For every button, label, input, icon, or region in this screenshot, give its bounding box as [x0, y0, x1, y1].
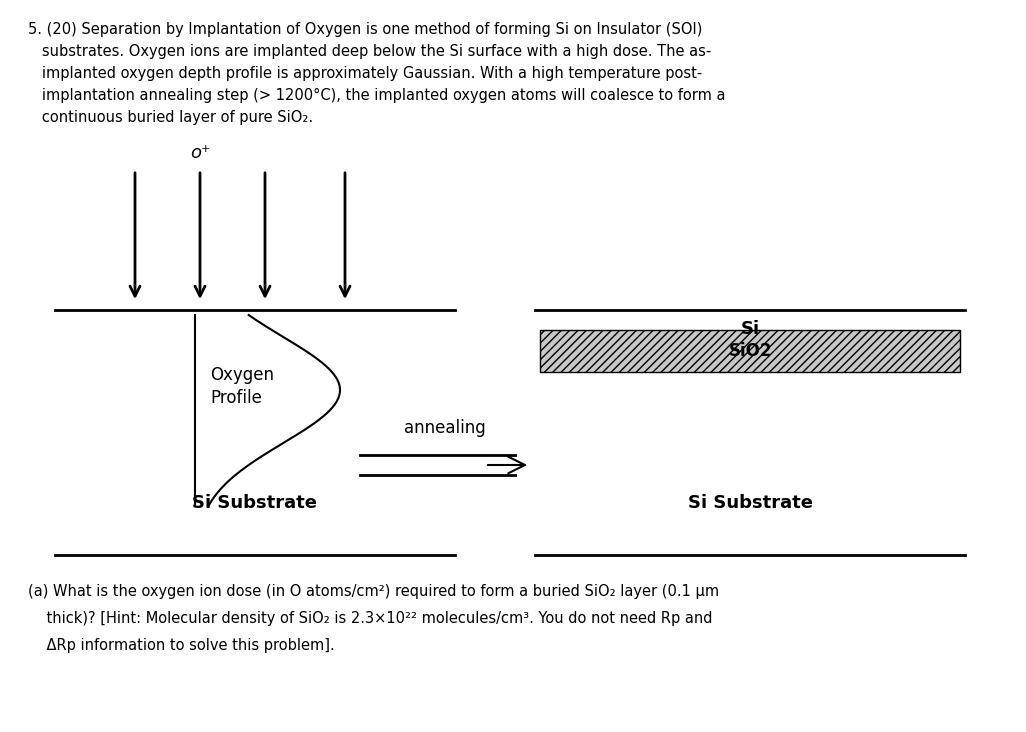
Text: o⁺: o⁺	[190, 144, 210, 162]
Bar	[540, 330, 960, 372]
Text: thick)? [Hint: Molecular density of SiO₂ is 2.3×10²² molecules/cm³. You do not n: thick)? [Hint: Molecular density of SiO₂…	[28, 611, 712, 626]
Text: annealing: annealing	[404, 419, 486, 437]
Text: implantation annealing step (> 1200°C), the implanted oxygen atoms will coalesce: implantation annealing step (> 1200°C), …	[28, 88, 725, 103]
Text: (a) What is the oxygen ion dose (in O atoms/cm²) required to form a buried SiO₂ : (a) What is the oxygen ion dose (in O at…	[28, 584, 719, 599]
Text: SiO2: SiO2	[728, 342, 772, 360]
Text: substrates. Oxygen ions are implanted deep below the Si surface with a high dose: substrates. Oxygen ions are implanted de…	[28, 44, 711, 59]
Text: continuous buried layer of pure SiO₂.: continuous buried layer of pure SiO₂.	[28, 110, 313, 125]
Text: Oxygen: Oxygen	[210, 366, 274, 384]
Text: 5. (20) Separation by Implantation of Oxygen is one method of forming Si on Insu: 5. (20) Separation by Implantation of Ox…	[28, 22, 703, 37]
Text: Si: Si	[741, 320, 759, 338]
Text: Si Substrate: Si Substrate	[687, 493, 813, 512]
Text: implanted oxygen depth profile is approximately Gaussian. With a high temperatur: implanted oxygen depth profile is approx…	[28, 66, 702, 81]
Text: Si Substrate: Si Substrate	[193, 493, 317, 512]
Text: Profile: Profile	[210, 389, 262, 407]
Text: ΔRp information to solve this problem].: ΔRp information to solve this problem].	[28, 638, 334, 653]
